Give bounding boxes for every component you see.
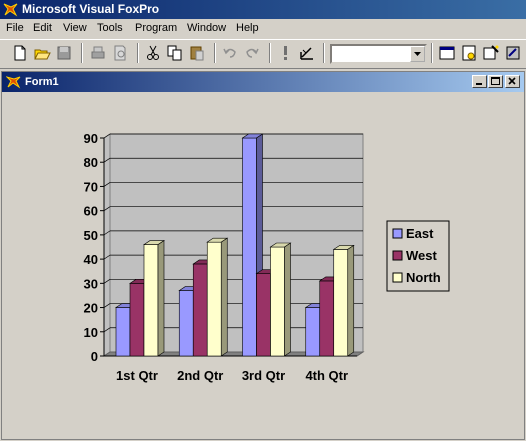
- menu-tools[interactable]: Tools: [97, 22, 123, 34]
- menu-bar: File Edit View Tools Program Window Help: [0, 19, 526, 39]
- gridline-side: [103, 182, 111, 187]
- undo-icon[interactable]: [221, 44, 239, 62]
- toolbar-separator: [431, 43, 433, 63]
- menu-file[interactable]: File: [6, 22, 24, 34]
- command-window-icon[interactable]: [438, 44, 456, 62]
- toolbar-separator: [137, 43, 139, 63]
- bar-side: [220, 237, 228, 357]
- toolbar-combo[interactable]: [330, 44, 427, 64]
- bar-side: [157, 240, 165, 357]
- legend-swatch-east: [392, 228, 403, 239]
- print-preview-icon[interactable]: [111, 44, 129, 62]
- gridline-side: [103, 206, 111, 211]
- gridline-side: [103, 133, 111, 139]
- bar-front: [319, 280, 335, 357]
- y-tick-label: 50: [84, 228, 98, 243]
- y-tick-label: 0: [91, 349, 98, 364]
- open-icon[interactable]: [33, 44, 51, 62]
- maximize-button[interactable]: [488, 75, 503, 88]
- gridline-side: [103, 230, 111, 236]
- gridline-side: [103, 157, 111, 163]
- y-tick-label: 20: [84, 301, 98, 316]
- redo-icon[interactable]: [243, 44, 261, 62]
- foxpro-app-icon[interactable]: [3, 2, 18, 17]
- menu-edit[interactable]: Edit: [33, 22, 52, 34]
- legend-label-north: North: [406, 270, 441, 285]
- form-icon[interactable]: [6, 75, 21, 89]
- x-tick-label: 3rd Qtr: [242, 368, 285, 383]
- close-button[interactable]: [505, 75, 520, 88]
- bar-front: [305, 307, 321, 357]
- bar-north-1: [143, 240, 165, 357]
- minimize-icon: [476, 83, 482, 85]
- bar-front: [333, 249, 349, 357]
- print-icon[interactable]: [89, 44, 107, 62]
- save-icon[interactable]: [55, 44, 73, 62]
- y-tick-label: 60: [84, 204, 98, 219]
- form-title-bar: Form1: [2, 72, 524, 92]
- menu-help[interactable]: Help: [236, 22, 259, 34]
- toolbar-separator: [323, 43, 325, 63]
- legend-label-west: West: [406, 248, 437, 263]
- bar-front: [270, 246, 285, 357]
- modify-form-icon[interactable]: [298, 44, 316, 62]
- x-tick-label: 1st Qtr: [116, 368, 158, 383]
- bar-north-4: [332, 244, 355, 357]
- bar-north-2: [206, 237, 229, 357]
- legend-swatch-west: [392, 250, 403, 261]
- gridline-side: [103, 254, 111, 260]
- combo-dropdown-button[interactable]: [410, 46, 425, 62]
- bar-front: [206, 241, 222, 357]
- bar-side: [284, 242, 291, 357]
- bar-north-3: [269, 242, 292, 357]
- gridline-side: [103, 303, 111, 308]
- plot-side-wall: [103, 133, 111, 357]
- y-tick-label: 10: [84, 325, 98, 340]
- bar-front: [129, 283, 145, 357]
- toolbar-separator: [81, 43, 83, 63]
- maximize-icon: [491, 77, 500, 85]
- builder-icon[interactable]: [504, 44, 522, 62]
- y-tick-label: 70: [84, 179, 98, 194]
- x-tick-label: 2nd Qtr: [177, 368, 223, 383]
- app-title: Microsoft Visual FoxPro: [22, 2, 160, 16]
- close-icon: [508, 77, 516, 85]
- chart-legend: East West North: [386, 220, 450, 292]
- gridline-side: [103, 279, 111, 284]
- legend-label-east: East: [406, 226, 434, 241]
- bar-front: [242, 137, 257, 357]
- bar-side: [347, 244, 355, 357]
- toolbar-separator: [269, 43, 271, 63]
- y-tick-label: 90: [84, 131, 98, 146]
- legend-swatch-north: [392, 272, 403, 283]
- copy-icon[interactable]: [166, 44, 184, 62]
- toolbar-separator: [214, 43, 216, 63]
- bar-front: [115, 307, 131, 357]
- form-wizard-icon[interactable]: [482, 44, 500, 62]
- y-tick-label: 40: [84, 252, 98, 267]
- gridline-side: [103, 327, 111, 333]
- view-window-icon[interactable]: [460, 44, 478, 62]
- bar-front: [143, 244, 159, 357]
- bar-front: [192, 263, 208, 357]
- new-icon[interactable]: [11, 44, 29, 62]
- run-icon[interactable]: [276, 44, 294, 62]
- y-tick-label: 80: [84, 155, 98, 170]
- menu-program[interactable]: Program: [135, 22, 178, 34]
- paste-icon[interactable]: [188, 44, 206, 62]
- chevron-down-icon: [414, 52, 421, 56]
- bar-front: [178, 290, 194, 357]
- app-title-bar: Microsoft Visual FoxPro: [0, 0, 526, 19]
- standard-toolbar: [0, 39, 526, 69]
- bar-front: [256, 273, 271, 357]
- cut-icon[interactable]: [144, 44, 162, 62]
- y-tick-label: 30: [84, 276, 98, 291]
- menu-window[interactable]: Window: [187, 22, 227, 34]
- form-title: Form1: [25, 76, 59, 88]
- menu-view[interactable]: View: [63, 22, 87, 34]
- x-tick-label: 4th Qtr: [305, 368, 348, 383]
- minimize-button[interactable]: [472, 75, 487, 88]
